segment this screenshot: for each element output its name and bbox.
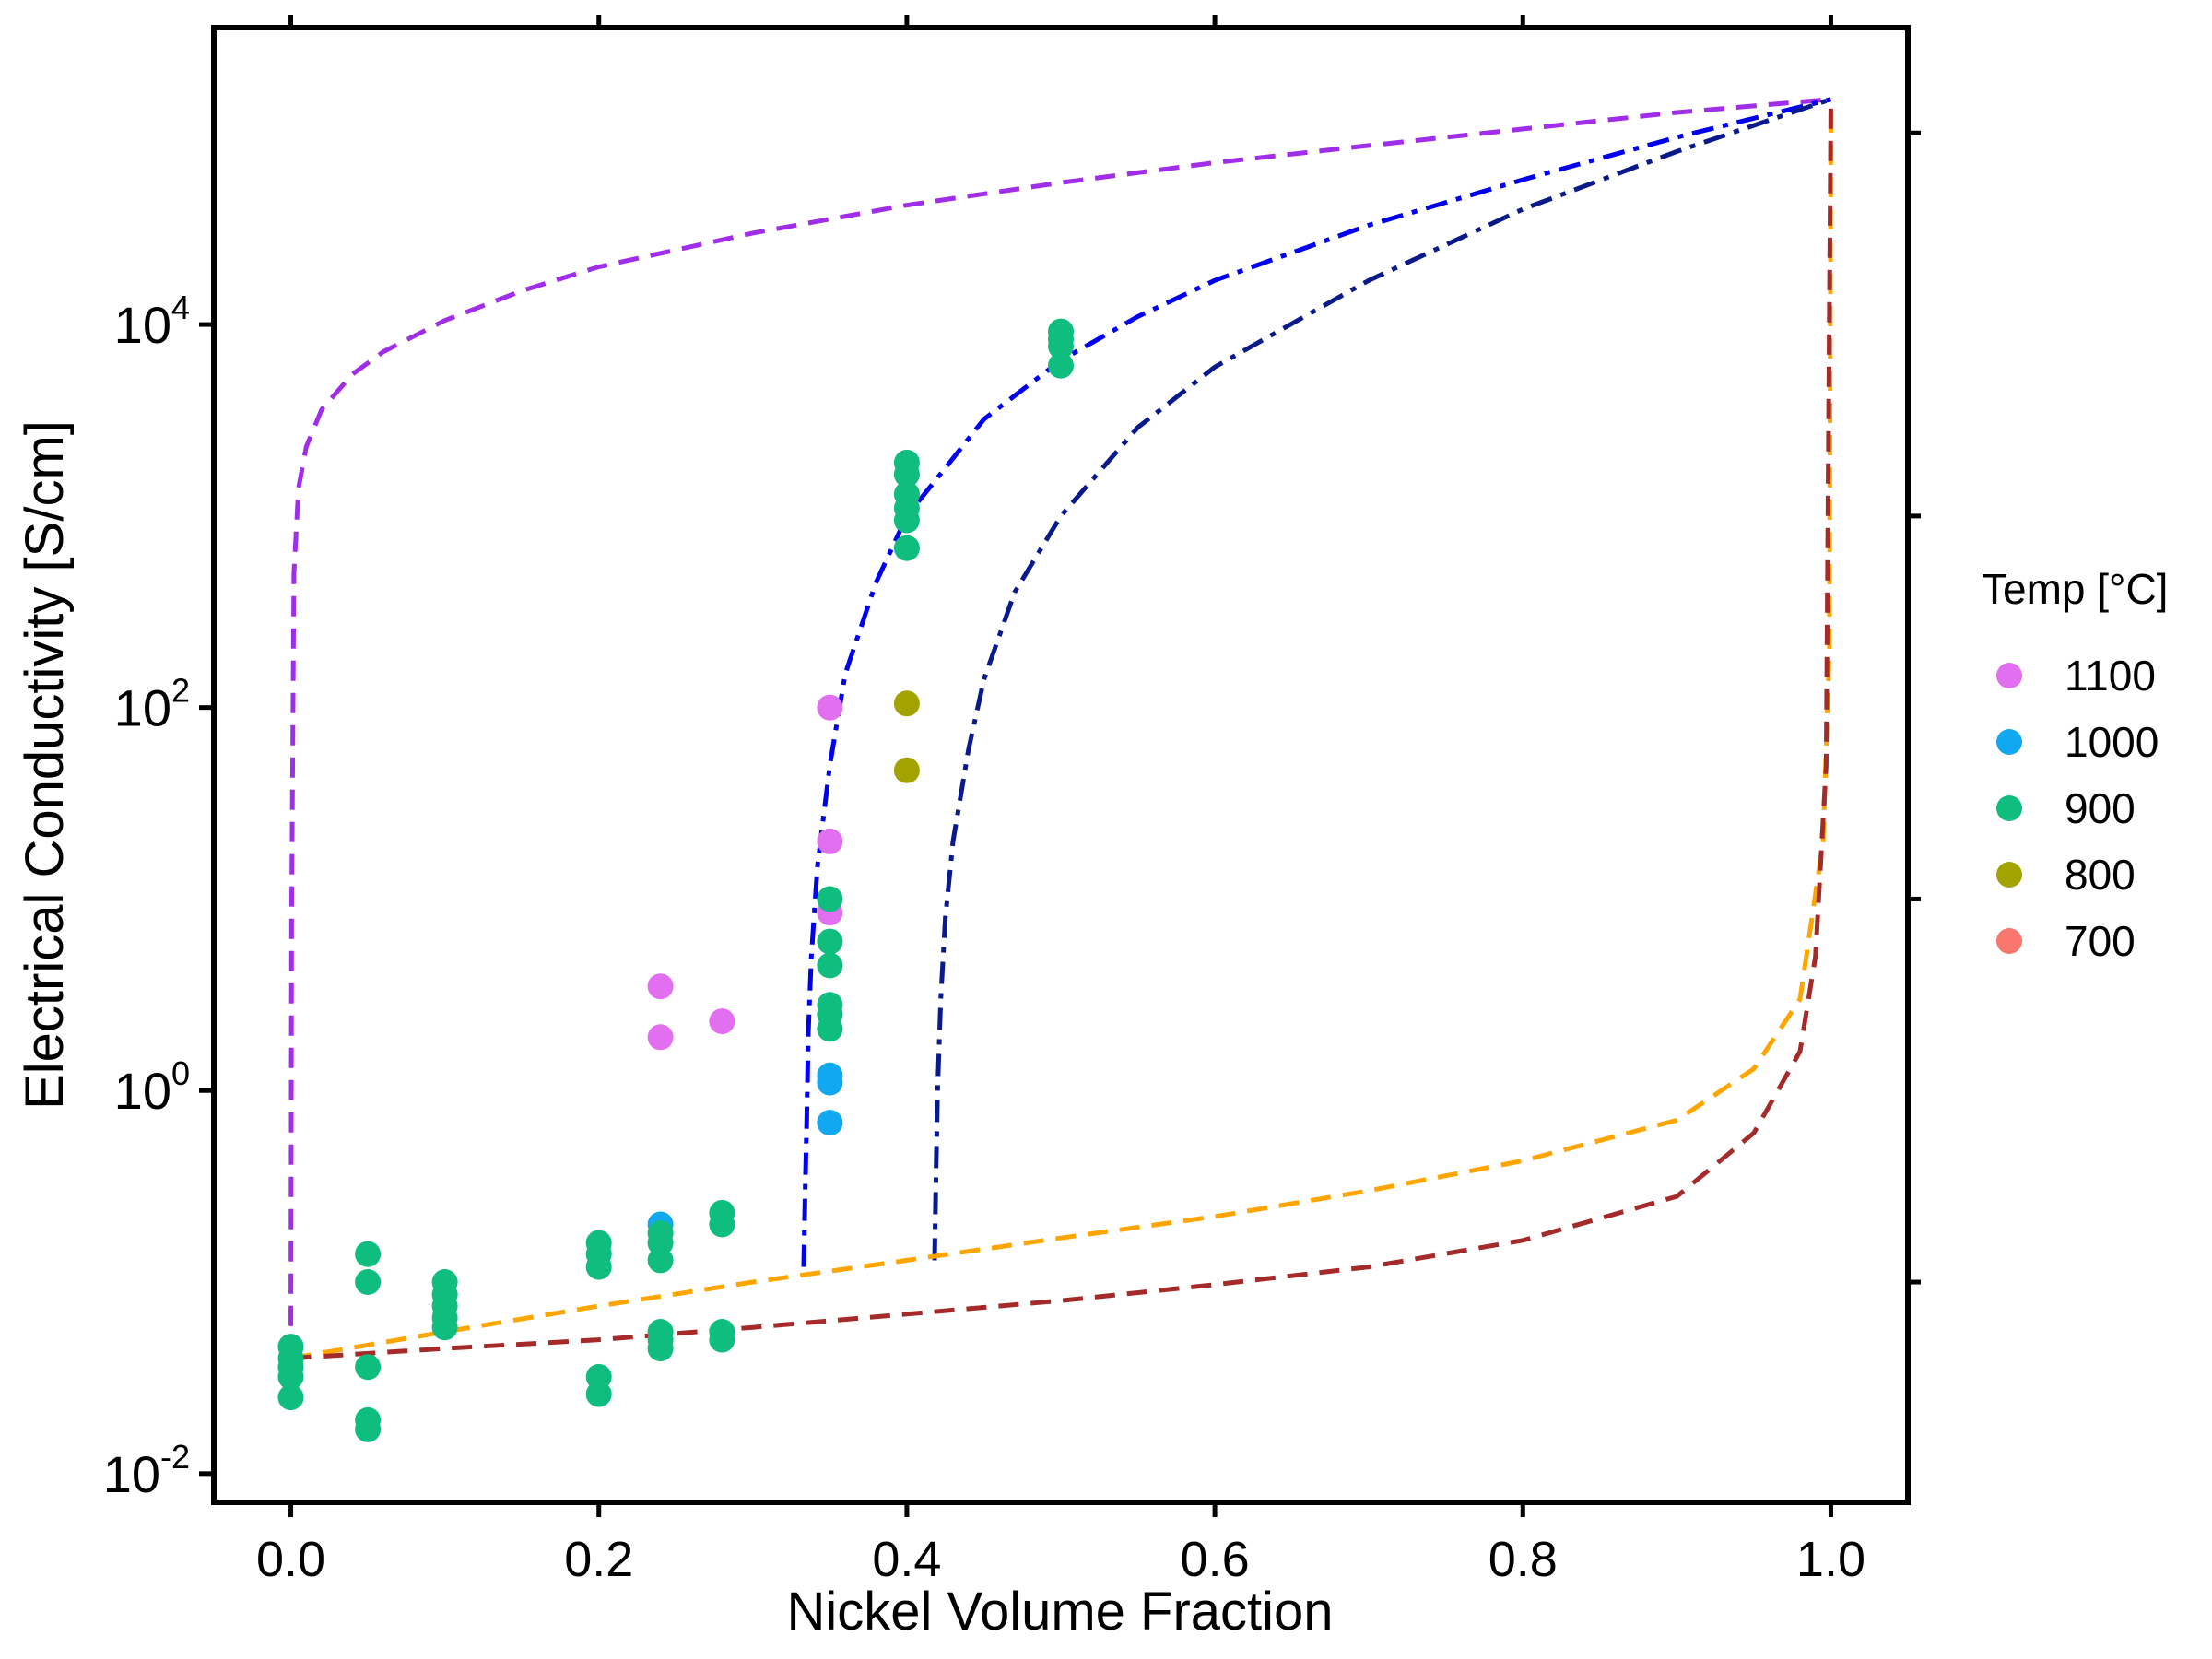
data-point-1100 <box>647 1024 674 1051</box>
legend-swatch-1000 <box>1996 729 2022 755</box>
y-axis-label: Electrical Conductivity [S/cm] <box>15 420 75 1110</box>
model-curve-2 <box>801 97 1832 1267</box>
x-tick-label: 1.0 <box>1796 1532 1865 1587</box>
data-point-900 <box>893 507 920 534</box>
data-point-900 <box>355 1241 382 1267</box>
legend-label-700: 700 <box>2065 917 2136 965</box>
data-point-900 <box>709 1326 735 1353</box>
data-point-1000 <box>817 1069 843 1096</box>
data-point-900 <box>647 1335 674 1362</box>
data-point-900 <box>277 1363 304 1390</box>
data-point-800 <box>893 757 920 783</box>
model-curves <box>288 97 1833 1361</box>
x-axis-label: Nickel Volume Fraction <box>786 1582 1333 1641</box>
x-tick-label: 0.0 <box>256 1532 325 1587</box>
data-point-900 <box>355 1416 382 1442</box>
data-point-900 <box>1048 352 1074 379</box>
data-point-900 <box>355 1354 382 1381</box>
data-point-900 <box>817 886 843 912</box>
plot-frame <box>211 25 1911 1505</box>
data-point-1100 <box>709 1008 735 1035</box>
data-point-900 <box>1048 333 1074 359</box>
data-point-900 <box>709 1211 735 1238</box>
legend-label-800: 800 <box>2065 851 2136 899</box>
data-point-900 <box>817 1016 843 1042</box>
data-point-900 <box>277 1384 304 1411</box>
axes: 0.0 0.2 0.4 0.6 0.8 1.0 10-2 100 102 104 <box>103 15 1921 1587</box>
data-point-900 <box>893 535 920 561</box>
legend-label-900: 900 <box>2065 784 2136 832</box>
y-tick-label: 10-2 <box>103 1438 190 1503</box>
x-tick-label: 0.8 <box>1488 1532 1558 1587</box>
y-tick-label: 104 <box>114 288 190 354</box>
legend-swatch-700 <box>1996 928 2022 954</box>
data-point-900 <box>431 1314 458 1341</box>
data-point-1100 <box>647 973 674 1000</box>
y-tick-label: 102 <box>114 672 190 737</box>
x-tick-label: 0.2 <box>564 1532 633 1587</box>
legend-label-1000: 1000 <box>2065 718 2159 766</box>
data-point-900 <box>893 461 920 488</box>
data-point-1100 <box>817 828 843 854</box>
data-point-800 <box>893 690 920 717</box>
data-points <box>277 318 1074 1442</box>
data-point-900 <box>817 928 843 955</box>
data-point-1000 <box>817 1110 843 1136</box>
data-point-900 <box>817 952 843 979</box>
data-point-900 <box>585 1381 612 1407</box>
legend-label-1100: 1100 <box>2065 652 2156 700</box>
data-point-900 <box>585 1253 612 1280</box>
data-point-1100 <box>817 694 843 721</box>
model-curve-3 <box>932 97 1832 1261</box>
x-tick-label: 0.4 <box>872 1532 941 1587</box>
legend-swatch-800 <box>1996 862 2022 888</box>
data-point-900 <box>355 1269 382 1295</box>
model-curve-1 <box>288 97 1831 1359</box>
y-tick-label: 100 <box>114 1054 190 1120</box>
model-curve-4 <box>290 99 1833 1361</box>
legend: Temp [°C] 1100 1000 900 800 700 <box>1982 565 2168 965</box>
legend-title: Temp [°C] <box>1982 565 2168 613</box>
legend-swatch-900 <box>1996 795 2022 821</box>
data-point-900 <box>647 1247 674 1274</box>
model-curve-5 <box>290 99 1833 1361</box>
legend-swatch-1100 <box>1996 663 2022 688</box>
x-tick-label: 0.6 <box>1181 1532 1250 1587</box>
